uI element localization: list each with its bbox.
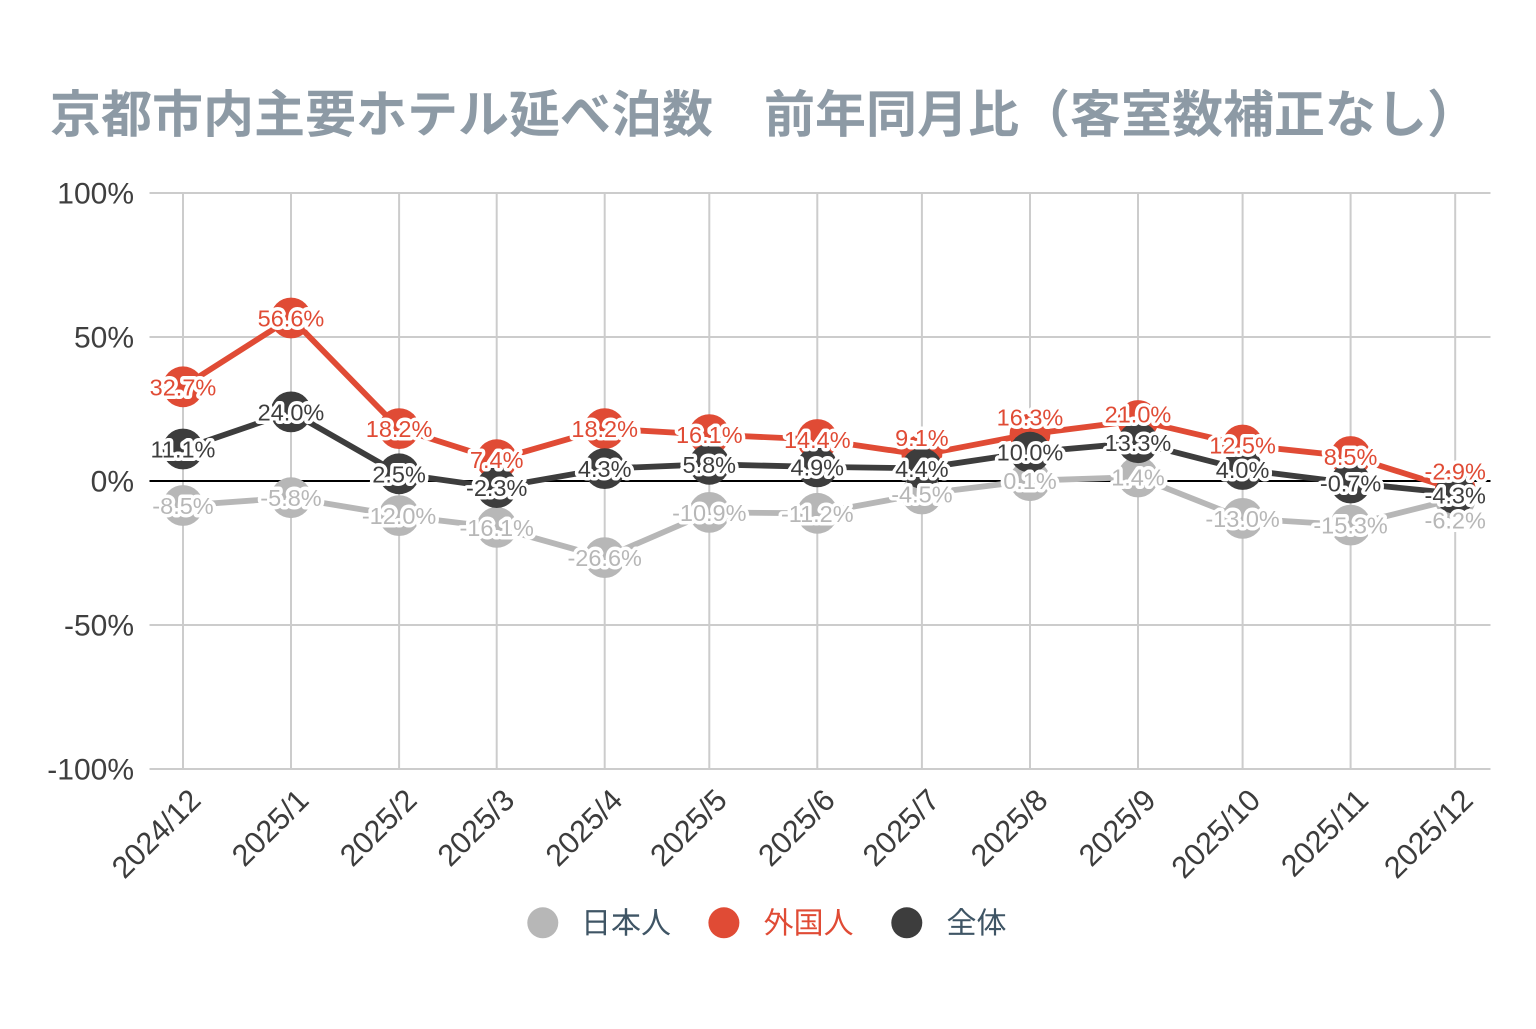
svg-text:-8.5%: -8.5% xyxy=(152,493,213,519)
svg-text:21.0%: 21.0% xyxy=(1105,402,1172,428)
svg-text:100%: 100% xyxy=(57,178,134,211)
svg-text:-26.6%: -26.6% xyxy=(567,545,642,571)
svg-text:-10.9%: -10.9% xyxy=(672,500,747,526)
svg-text:16.1%: 16.1% xyxy=(676,422,743,448)
svg-text:5.8%: 5.8% xyxy=(683,452,737,478)
svg-text:18.2%: 18.2% xyxy=(571,416,638,442)
svg-text:2.5%: 2.5% xyxy=(372,461,426,487)
svg-text:-6.2%: -6.2% xyxy=(1425,508,1486,534)
svg-text:1.4%: 1.4% xyxy=(1111,465,1165,491)
svg-text:9.1%: 9.1% xyxy=(895,425,949,451)
svg-text:-12.0%: -12.0% xyxy=(362,503,437,529)
svg-text:-15.3%: -15.3% xyxy=(1313,513,1388,539)
svg-text:24.0%: 24.0% xyxy=(258,399,325,425)
svg-text:-50%: -50% xyxy=(64,610,134,643)
svg-text:10.0%: 10.0% xyxy=(997,440,1064,466)
svg-text:0%: 0% xyxy=(91,466,134,499)
svg-text:-2.9%: -2.9% xyxy=(1425,459,1486,485)
svg-text:56.6%: 56.6% xyxy=(258,306,325,332)
svg-text:0.1%: 0.1% xyxy=(1003,468,1057,494)
svg-text:4.9%: 4.9% xyxy=(791,454,845,480)
svg-text:7.4%: 7.4% xyxy=(470,447,524,473)
svg-text:32.7%: 32.7% xyxy=(150,374,217,400)
svg-text:18.2%: 18.2% xyxy=(366,416,433,442)
svg-text:4.4%: 4.4% xyxy=(895,456,949,482)
svg-text:-11.2%: -11.2% xyxy=(781,501,854,527)
svg-text:13.3%: 13.3% xyxy=(1105,430,1172,456)
svg-text:16.3%: 16.3% xyxy=(997,405,1064,431)
svg-text:4.3%: 4.3% xyxy=(578,456,632,482)
svg-text:11.1%: 11.1% xyxy=(151,437,216,463)
svg-text:-13.0%: -13.0% xyxy=(1205,506,1280,532)
svg-text:4.0%: 4.0% xyxy=(1216,457,1270,483)
svg-text:-4.5%: -4.5% xyxy=(891,482,952,508)
svg-text:-16.1%: -16.1% xyxy=(459,515,534,541)
svg-text:-5.8%: -5.8% xyxy=(260,485,321,511)
svg-text:8.5%: 8.5% xyxy=(1324,444,1378,470)
svg-text:-100%: -100% xyxy=(47,754,134,787)
svg-text:14.4%: 14.4% xyxy=(784,427,851,453)
svg-text:-2.3%: -2.3% xyxy=(466,475,527,501)
svg-text:50%: 50% xyxy=(74,322,134,355)
svg-text:-4.3%: -4.3% xyxy=(1425,483,1486,509)
svg-text:12.5%: 12.5% xyxy=(1209,433,1276,459)
svg-text:-0.7%: -0.7% xyxy=(1320,471,1381,497)
